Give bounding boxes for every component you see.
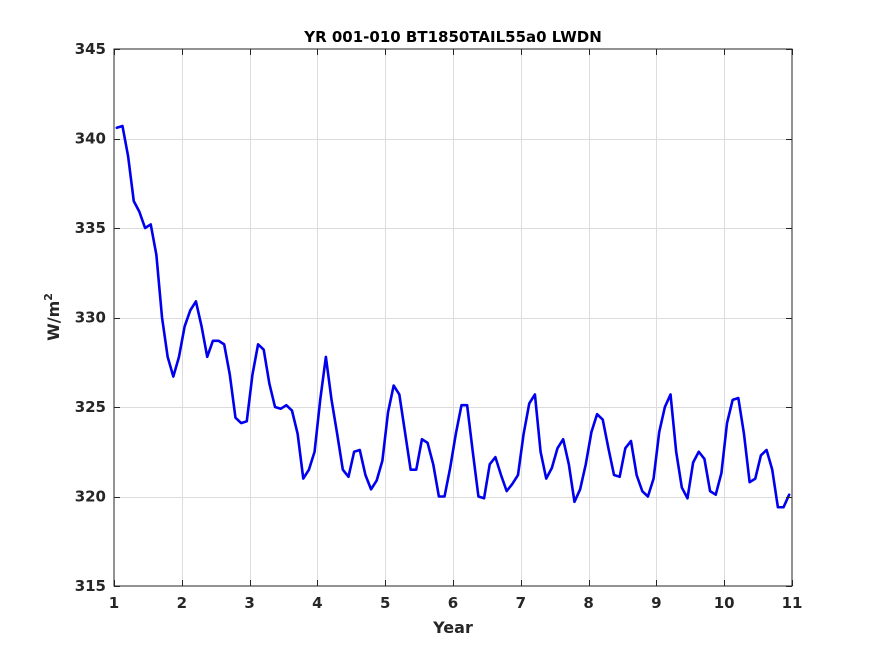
x-tick-label: 7 [516, 594, 526, 612]
ticks [114, 49, 793, 587]
x-tick-label: 5 [380, 594, 390, 612]
y-axis-label-base: W/m [44, 301, 63, 341]
x-tick-label: 2 [177, 594, 187, 612]
y-tick-label: 345 [75, 40, 106, 58]
x-tick-label: 10 [714, 594, 735, 612]
series-line [115, 124, 791, 509]
y-tick-label: 340 [75, 130, 106, 148]
x-tick-label: 8 [583, 594, 593, 612]
x-axis-label: Year [432, 618, 473, 637]
chart-title: YR 001-010 BT1850TAIL55a0 LWDN [303, 28, 602, 46]
grid [114, 49, 792, 586]
y-axis-label-superscript: 2 [42, 293, 55, 301]
y-tick-labels: 315 320 325 330 335 340 345 [75, 40, 106, 595]
x-tick-label: 3 [244, 594, 254, 612]
series-layer [115, 124, 791, 509]
y-tick-label: 330 [75, 309, 106, 327]
x-tick-labels: 1 2 3 4 5 6 7 8 9 10 11 [109, 594, 803, 612]
y-tick-label: 325 [75, 398, 106, 416]
x-tick-label: 9 [651, 594, 661, 612]
x-tick-label: 11 [782, 594, 803, 612]
y-tick-label: 315 [75, 577, 106, 595]
x-tick-label: 6 [448, 594, 458, 612]
y-tick-label: 335 [75, 219, 106, 237]
y-axis-label: W/m2 [42, 293, 63, 341]
y-tick-label: 320 [75, 488, 106, 506]
x-tick-label: 4 [312, 594, 322, 612]
x-tick-label: 1 [109, 594, 119, 612]
